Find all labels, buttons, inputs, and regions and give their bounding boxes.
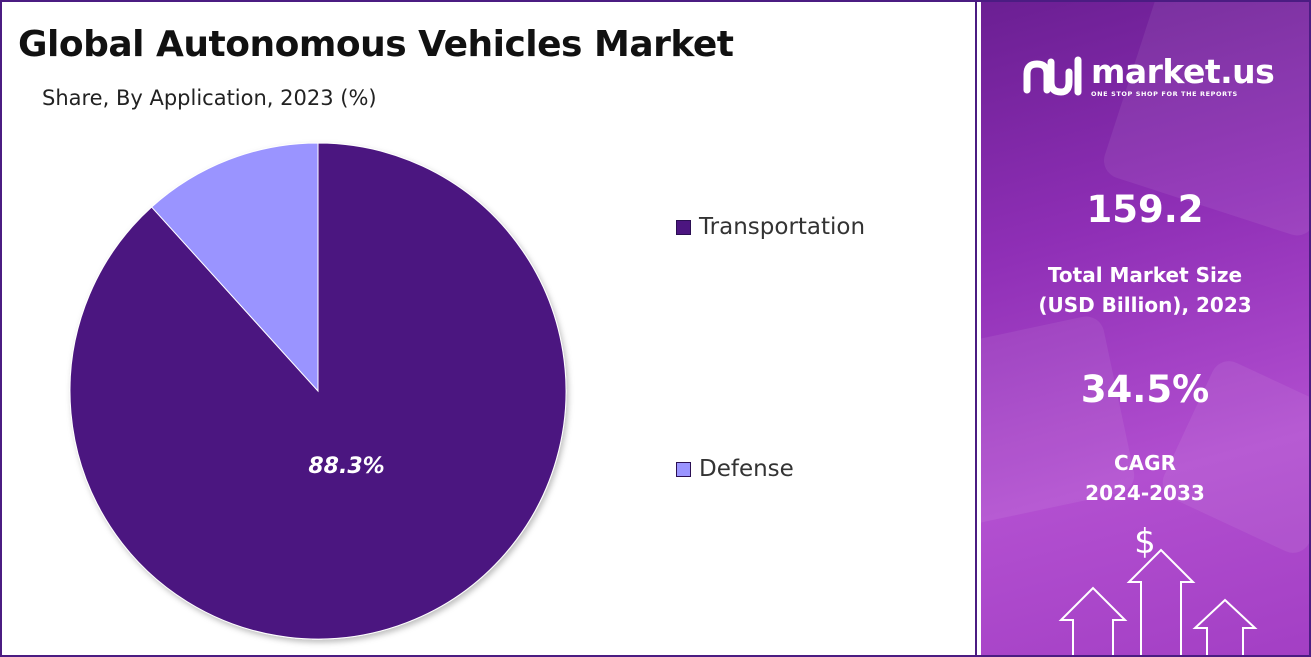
legend-item-transportation: Transportation: [676, 214, 865, 240]
cagr-value: 34.5%: [1080, 368, 1210, 411]
pie-chart: 88.3%: [69, 142, 567, 640]
summary-panel: market.us ONE STOP SHOP FOR THE REPORTS …: [981, 2, 1309, 655]
chart-title: Global Autonomous Vehicles Market: [18, 24, 734, 65]
market-size-label: Total Market Size (USD Billion), 2023: [1038, 263, 1252, 317]
dollar-icon: $: [1134, 522, 1156, 562]
legend-label-transportation: Transportation: [699, 214, 866, 240]
chart-subtitle: Share, By Application, 2023 (%): [42, 86, 377, 110]
legend-swatch-transportation: [676, 219, 691, 235]
brand-name: market.us: [1091, 51, 1275, 91]
legend-item-defense: Defense: [676, 456, 794, 482]
market-size-value: 159.2: [1086, 188, 1204, 231]
chart-panel: Global Autonomous Vehicles Market Share,…: [2, 2, 977, 655]
market-us-logo-icon: [1023, 56, 1082, 96]
pie-slice-defense: [150, 142, 319, 393]
growth-arrows-icon: [1058, 548, 1258, 655]
cagr-label: CAGR 2024-2033: [1085, 451, 1205, 505]
legend-swatch-defense: [676, 461, 691, 477]
pie-data-label-transportation: 88.3%: [308, 454, 384, 479]
brand-logo: market.us ONE STOP SHOP FOR THE REPORTS: [1021, 51, 1275, 100]
brand-tagline: ONE STOP SHOP FOR THE REPORTS: [1091, 89, 1238, 98]
legend-label-defense: Defense: [699, 456, 794, 482]
pie-slice-transportation: [69, 142, 567, 640]
